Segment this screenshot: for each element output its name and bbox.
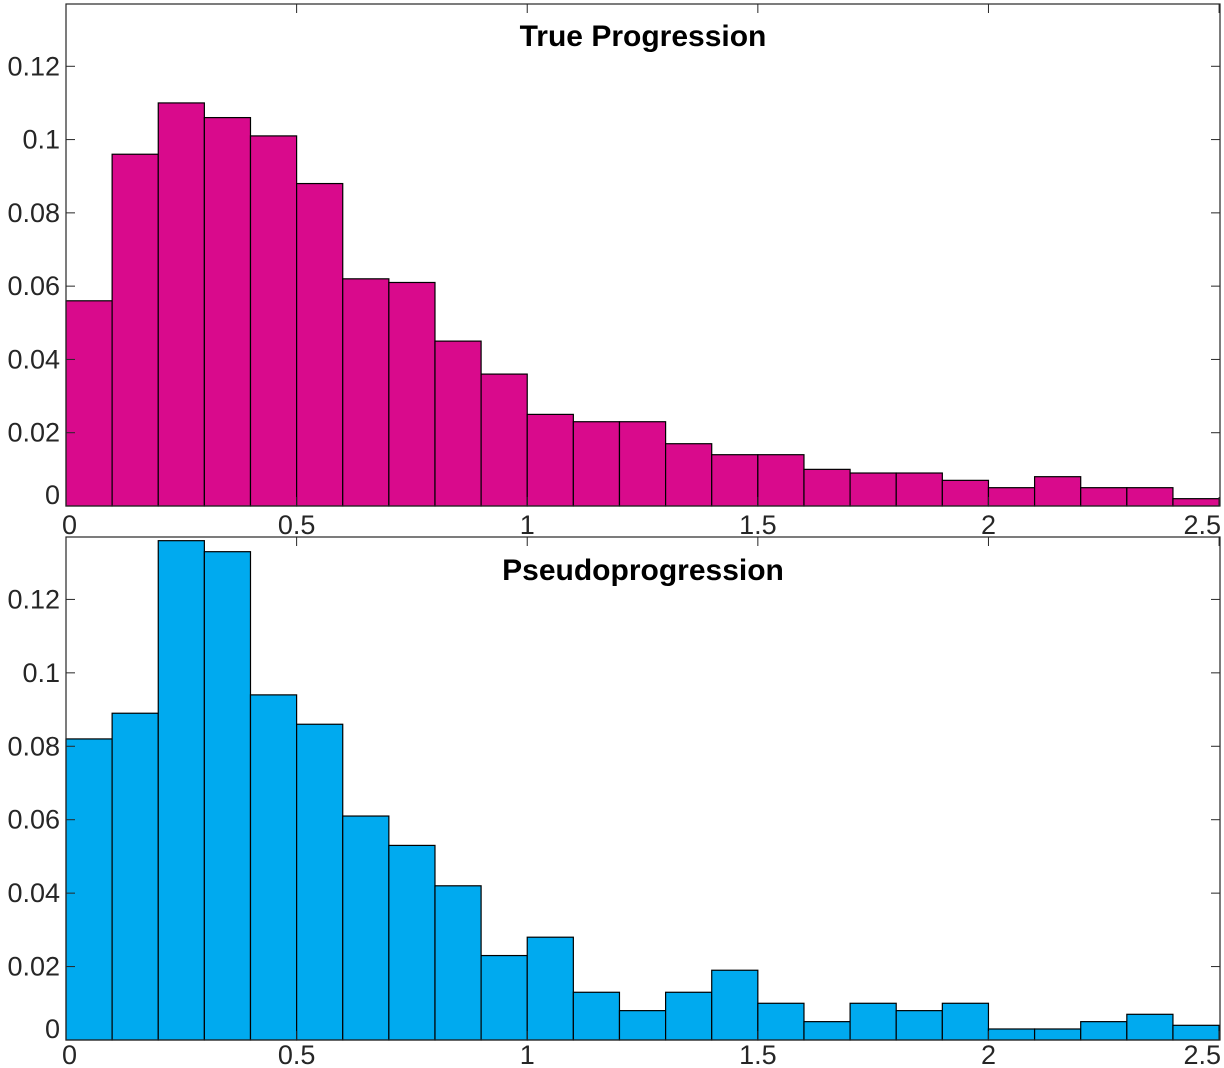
bar [941,1002,990,1041]
y-tick-label: 0.1 [22,658,60,688]
x-tick-label: 1.5 [739,510,777,540]
y-tick-label: 0.12 [7,584,60,614]
bar [895,472,943,507]
y-tick-label: 0.1 [22,125,60,155]
bar [388,844,436,1041]
bar [480,954,528,1041]
bar [1080,1021,1128,1041]
bar [1172,1024,1220,1041]
y-tick-label: 0.12 [7,51,60,81]
bar [526,413,574,507]
bar [342,278,390,507]
x-tick-label: 0.5 [278,1040,316,1068]
x-tick-label: 1 [520,1040,535,1068]
x-tick-label: 0 [62,1040,77,1068]
bar [664,991,713,1041]
bar [1033,476,1082,507]
bar [757,1002,805,1041]
chart-title: Pseudoprogression [502,554,784,587]
bar [618,1010,667,1041]
bar [711,454,759,507]
y-tick-label: 0.08 [7,731,60,761]
bar [1172,498,1220,507]
bar [849,1002,897,1041]
y-axis: 0 0.02 0.04 0.06 0.08 0.1 0.12 [7,51,1220,510]
x-axis: 0 0.5 1 1.5 2 2.5 [62,537,1221,1068]
bar [249,135,298,507]
bar [757,454,805,507]
x-tick-label: 2 [981,510,996,540]
bar [111,153,159,507]
y-tick-label: 0.06 [7,805,60,835]
bar [157,540,205,1041]
x-tick-label: 2.5 [1184,1040,1222,1068]
bar [711,969,759,1041]
x-tick-label: 1.5 [739,1040,777,1068]
bar [987,1028,1036,1041]
bar [803,1021,851,1041]
bars [65,540,1220,1041]
bar [1126,1013,1174,1041]
bar [803,468,851,507]
bar [203,116,252,507]
bar [664,443,713,507]
bar [1126,487,1174,507]
panel-true-progression: 0 0.5 1 1.5 2 2.5 0 0.02 0.04 0.06 0.08 0.1 0.12 True… [7,3,1221,540]
y-tick-label: 0 [45,480,60,510]
bar [296,182,344,507]
bar [65,738,113,1041]
bar [388,281,436,507]
bar [987,487,1036,507]
x-tick-label: 2 [981,1040,996,1068]
bar [434,885,482,1041]
bar [111,712,159,1041]
bar [342,815,390,1041]
y-axis: 0 0.02 0.04 0.06 0.08 0.1 0.12 [7,584,1220,1044]
x-tick-label: 0 [62,510,77,540]
x-tick-label: 1 [520,510,535,540]
bar [895,1010,943,1041]
bar [1080,487,1128,507]
bar [1033,1028,1082,1041]
y-tick-label: 0.02 [7,418,60,448]
chart-title: True Progression [520,20,767,53]
bar [572,421,621,507]
bar [203,551,252,1041]
panel-pseudoprogression: 0 0.5 1 1.5 2 2.5 0 0.02 0.04 0.06 0.08 0.1 0.12 Pseu… [7,536,1221,1068]
bar [849,472,897,507]
bar [480,373,528,507]
bar [296,723,344,1041]
axes-frame [65,536,1221,1041]
bar [618,421,667,507]
y-tick-label: 0 [45,1014,60,1044]
bar [157,102,205,507]
axes-frame [65,3,1221,507]
bar [65,300,113,507]
bar [526,936,574,1041]
x-axis: 0 0.5 1 1.5 2 2.5 [62,4,1221,540]
bar [249,694,298,1041]
bar [434,340,482,507]
y-tick-label: 0.04 [7,344,60,374]
bars [65,102,1220,507]
x-tick-label: 2.5 [1184,510,1222,540]
y-tick-label: 0.04 [7,878,60,908]
bar [572,991,621,1041]
y-tick-label: 0.06 [7,271,60,301]
y-tick-label: 0.02 [7,952,60,982]
bar [941,479,990,507]
y-tick-label: 0.08 [7,198,60,228]
x-tick-label: 0.5 [278,510,316,540]
